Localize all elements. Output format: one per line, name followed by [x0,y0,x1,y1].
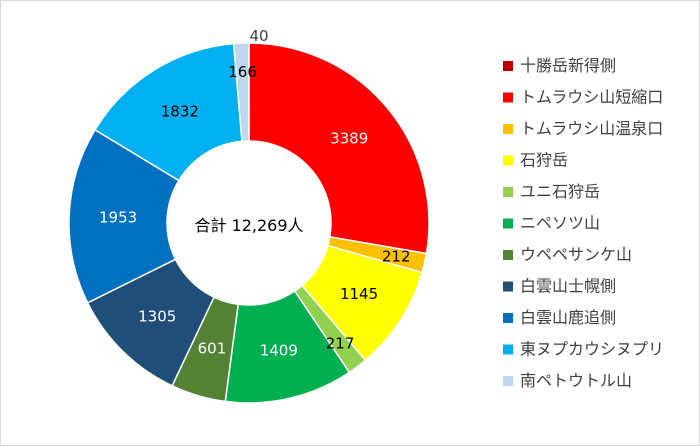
legend-swatch-3 [503,155,513,166]
center-total-label: 合計 12,269人 [194,216,303,235]
legend-swatch-9 [503,344,513,355]
slice-value-label-6: 601 [198,340,227,358]
extra-value-label-0: 40 [249,27,268,45]
legend-label-3: 石狩岳 [520,151,568,170]
slice-value-label-10: 166 [228,63,257,81]
legend-swatch-7 [503,281,513,292]
legend-label-4: ユニ石狩岳 [520,182,600,201]
slice-value-label-4: 217 [326,334,355,352]
slice-value-label-7: 1305 [138,307,176,325]
legend-label-1: トムラウシ山短縮口 [520,88,663,107]
legend-swatch-1 [503,92,513,103]
slice-labels-group: 3389 212 1145 217 1409 601 1305 1953 1832 166 40 [99,27,410,360]
slice-1 [248,42,430,255]
slice-value-label-5: 1409 [260,342,298,360]
legend-label-0: 十勝岳新得側 [520,56,616,75]
slice-value-label-3: 1145 [340,285,378,303]
legend-swatch-2 [503,124,513,134]
legend-swatch-0 [503,61,513,71]
slice-9 [93,42,243,182]
slice-value-label-2: 212 [382,248,411,266]
legend: 十勝岳新得側トムラウシ山短縮口トムラウシ山温泉口石狩岳ユニ石狩岳ニペソツ山ウペペ… [503,56,664,390]
legend-label-7: 白雲山士幌側 [520,277,616,296]
slices-group [68,42,430,404]
slice-8 [68,128,180,304]
legend-swatch-4 [503,187,513,197]
legend-label-2: トムラウシ山温泉口 [520,119,663,138]
slice-10 [232,42,250,143]
legend-label-8: 白雲山鹿追側 [520,308,616,327]
legend-swatch-6 [503,250,513,260]
legend-label-5: ニペソツ山 [520,214,600,233]
slice-value-label-8: 1953 [99,208,137,226]
legend-swatch-10 [503,376,513,386]
legend-swatch-8 [503,313,513,323]
slice-value-label-1: 3389 [330,130,368,148]
legend-swatch-5 [503,218,513,229]
legend-label-9: 東ヌプカウシヌプリ [520,340,664,359]
legend-label-10: 南ペトウトル山 [520,371,632,390]
slice-value-label-9: 1832 [161,103,199,121]
legend-label-6: ウペペサンケ山 [520,245,632,264]
